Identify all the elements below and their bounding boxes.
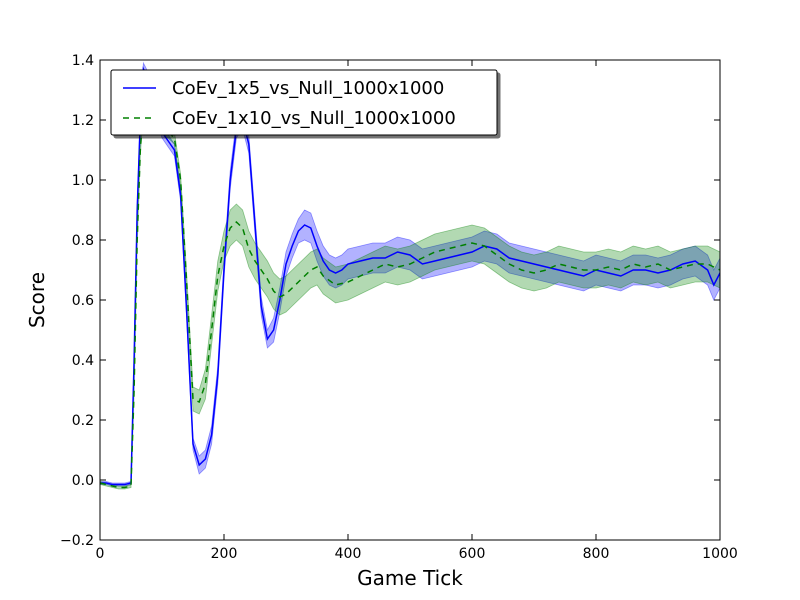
legend-label-series-2: CoEv_1x10_vs_Null_1000x1000 <box>172 108 456 129</box>
x-tick-label: 800 <box>583 546 610 562</box>
x-tick-label: 600 <box>459 546 486 562</box>
y-tick-label: 0.8 <box>72 233 94 249</box>
tick-layer: 0 200 400 600 800 1000 −0.2 0.0 0.2 0.4 0.6 0.8 1.0 1… <box>60 53 738 562</box>
x-axis-title: Game Tick <box>357 566 463 590</box>
x-tick-label: 0 <box>96 546 105 562</box>
y-tick-label: −0.2 <box>60 533 94 549</box>
y-tick-label: 0.2 <box>72 413 94 429</box>
series-line-2 <box>100 103 720 489</box>
legend: CoEv_1x5_vs_Null_1000x1000 CoEv_1x10_vs_… <box>110 69 498 136</box>
y-tick-label: 0.4 <box>72 353 94 369</box>
confidence-band-series-2 <box>100 98 720 490</box>
y-axis-title: Score <box>25 272 49 328</box>
y-tick-label: 1.4 <box>72 53 94 69</box>
y-tick-label: 1.2 <box>72 113 94 129</box>
legend-label-series-1: CoEv_1x5_vs_Null_1000x1000 <box>172 78 444 99</box>
x-tick-label: 200 <box>211 546 238 562</box>
y-tick-label: 1.0 <box>72 173 94 189</box>
y-tick-label: 0.0 <box>72 473 94 489</box>
legend-box <box>110 69 498 136</box>
y-tick-label: 0.6 <box>72 293 94 309</box>
x-tick-label: 1000 <box>702 546 738 562</box>
x-tick-label: 400 <box>335 546 362 562</box>
